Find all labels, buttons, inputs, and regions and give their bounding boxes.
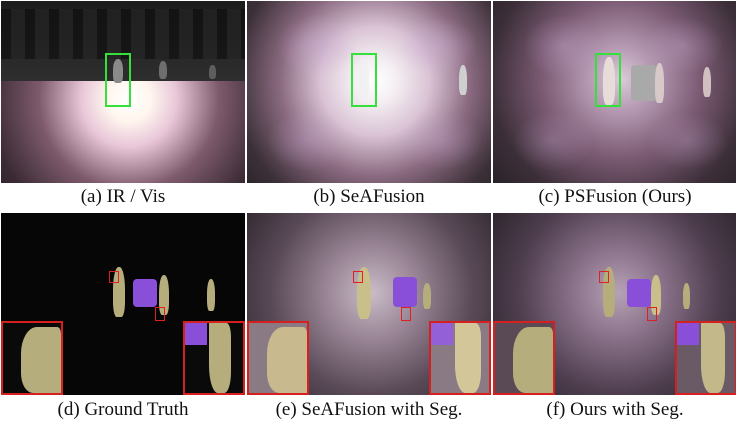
car: [631, 65, 657, 101]
inset-car: [185, 323, 207, 345]
zoom-box-2: [401, 307, 411, 321]
seg-car: [393, 277, 417, 307]
caption-a: (a) IR / Vis: [80, 186, 166, 207]
highlight-box: [595, 53, 621, 107]
highlight-box: [351, 53, 377, 107]
ir-tree-silhouettes: [1, 9, 245, 59]
inset-segment: [701, 323, 725, 393]
caption-d: (d) Ground Truth: [57, 399, 189, 420]
fused-person-2: [655, 63, 664, 103]
zoom-inset-left: [1, 321, 63, 395]
panel-psfusion: [493, 1, 736, 183]
seg-car: [627, 279, 651, 307]
inset-car: [677, 323, 699, 345]
ir-person-3: [209, 65, 216, 79]
inset-segment: [267, 327, 307, 393]
highlight-box: [105, 53, 131, 107]
panel-seafusion: [247, 1, 491, 183]
zoom-inset-right: [429, 321, 491, 395]
caption-c: (c) PSFusion (Ours): [538, 186, 692, 207]
zoom-inset-left: [493, 321, 555, 395]
zoom-inset-right: [675, 321, 736, 395]
inset-segment: [455, 323, 481, 393]
seg-person: [357, 267, 371, 319]
caption-f: (f) Ours with Seg.: [546, 399, 684, 420]
zoom-box-1: [109, 271, 119, 283]
zoom-box-1: [353, 271, 363, 283]
ir-person: [113, 59, 123, 83]
zoom-box-2: [647, 307, 657, 321]
zoom-box-1: [599, 271, 609, 283]
inset-segment: [209, 323, 231, 393]
inset-car: [431, 323, 453, 345]
gt-person-segment-3: [207, 279, 215, 311]
seg-person: [603, 267, 615, 317]
seg-person-2: [651, 275, 661, 315]
seg-person-3: [683, 283, 690, 309]
panel-ours-seg: [493, 213, 736, 395]
caption-b: (b) SeAFusion: [313, 186, 425, 207]
ir-person-2: [159, 61, 167, 79]
zoom-inset-right: [183, 321, 245, 395]
inset-segment: [21, 327, 61, 393]
panel-ground-truth: [1, 213, 245, 395]
zoom-box-2: [155, 307, 165, 321]
gt-person-segment: [113, 267, 125, 317]
inset-segment: [513, 327, 553, 393]
fused-person: [359, 59, 369, 99]
panel-ir-vis: [1, 1, 245, 183]
fused-person: [603, 57, 615, 105]
fused-person-2: [459, 65, 467, 95]
vis-half: [1, 81, 245, 183]
seg-person-2: [423, 283, 431, 309]
flare-petals: [247, 1, 491, 183]
gt-car-segment: [133, 279, 157, 307]
zoom-inset-left: [247, 321, 309, 395]
panel-seafusion-seg: [247, 213, 491, 395]
caption-e: (e) SeAFusion with Seg.: [275, 399, 463, 420]
gt-person-segment-2: [159, 275, 169, 315]
fused-person-3: [703, 67, 711, 97]
